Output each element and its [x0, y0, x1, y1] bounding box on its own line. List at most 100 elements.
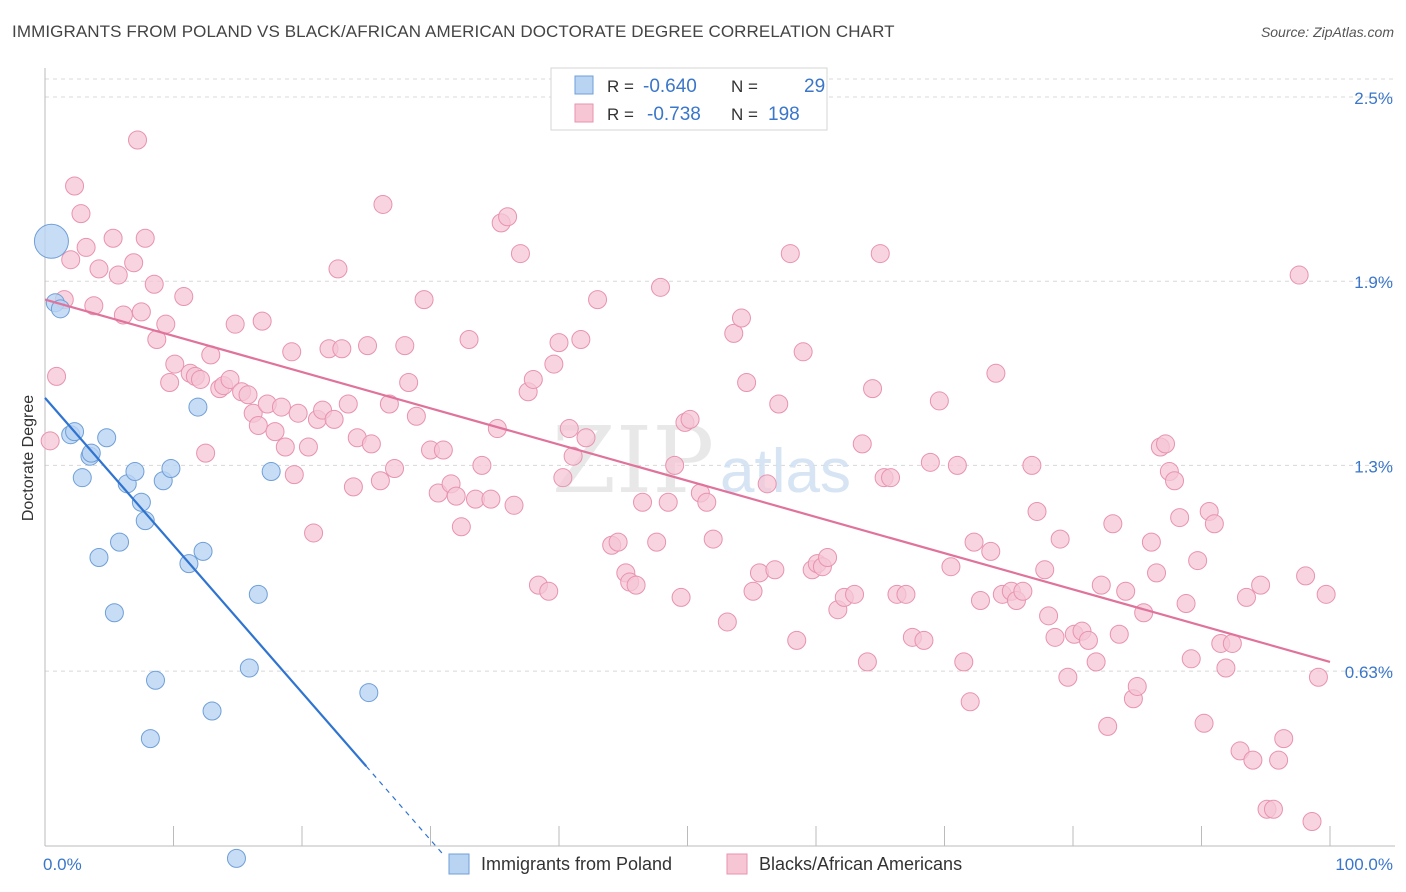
- data-point-black: [288, 403, 308, 423]
- data-point-black: [225, 314, 245, 334]
- data-point-black: [845, 584, 865, 604]
- axes: [44, 68, 1395, 847]
- data-point-black: [588, 290, 608, 310]
- data-point-black: [406, 406, 426, 426]
- data-point-black: [780, 244, 800, 264]
- data-point-black: [433, 440, 453, 460]
- data-point-poland: [359, 683, 379, 703]
- data-point-black: [1103, 514, 1123, 534]
- gridlines: [45, 78, 1395, 672]
- data-point-black: [576, 428, 596, 448]
- data-point-poland: [261, 462, 281, 482]
- data-point-poland: [226, 848, 246, 868]
- data-point-poland: [125, 462, 145, 482]
- data-point-poland: [193, 541, 213, 561]
- data-point-black: [787, 630, 807, 650]
- legend-swatch-black[interactable]: [726, 853, 748, 875]
- data-point-black: [284, 465, 304, 485]
- data-point-black: [1050, 529, 1070, 549]
- data-point-poland: [161, 458, 181, 478]
- data-point-black: [165, 354, 185, 374]
- data-point-black: [1091, 575, 1111, 595]
- data-point-black: [1243, 750, 1263, 770]
- data-point-black: [717, 612, 737, 632]
- data-point-black: [328, 259, 348, 279]
- data-point-black: [265, 422, 285, 442]
- data-point-black: [298, 437, 318, 457]
- data-point-black: [332, 339, 352, 359]
- y-tick-label: 1.9%: [1354, 273, 1393, 292]
- data-point-black: [1296, 566, 1316, 586]
- trend-lines: [44, 298, 1331, 856]
- data-point-black: [1251, 575, 1271, 595]
- data-point-black: [103, 228, 123, 248]
- data-point-black: [954, 652, 974, 672]
- data-point-poland: [33, 223, 69, 259]
- data-point-black: [190, 369, 210, 389]
- y-axis-title: Doctorate Degree: [20, 395, 37, 521]
- data-point-black: [282, 342, 302, 362]
- data-point-black: [324, 409, 344, 429]
- data-point-black: [941, 557, 961, 577]
- data-point-poland: [239, 658, 259, 678]
- chart-title: IMMIGRANTS FROM POLAND VS BLACK/AFRICAN …: [12, 22, 895, 41]
- data-point-black: [1027, 501, 1047, 521]
- data-point-black: [1274, 729, 1294, 749]
- data-point-black: [1141, 532, 1161, 552]
- data-point-black: [658, 492, 678, 512]
- data-point-black: [361, 434, 381, 454]
- stat-legend: R = -0.640 N = 29 R = -0.738 N = 198: [550, 67, 828, 131]
- data-point-black: [1236, 587, 1256, 607]
- data-point-black: [549, 333, 569, 353]
- data-point-black: [863, 379, 883, 399]
- data-point-black: [964, 532, 984, 552]
- source-note: Source: ZipAtlas.com: [1260, 24, 1394, 40]
- y-tick-label: 1.3%: [1354, 457, 1393, 476]
- data-point-black: [1170, 508, 1190, 528]
- data-point-black: [385, 458, 405, 478]
- data-point-black: [379, 394, 399, 414]
- data-point-black: [504, 495, 524, 515]
- legend-label-poland[interactable]: Immigrants from Poland: [481, 854, 672, 874]
- data-point-black: [248, 415, 268, 435]
- series-legend: Immigrants from Poland Blacks/African Am…: [448, 853, 962, 875]
- data-point-black: [793, 342, 813, 362]
- data-point-black: [338, 394, 358, 414]
- data-point-black: [196, 443, 216, 463]
- data-point-black: [757, 474, 777, 494]
- data-point-poland: [188, 397, 208, 417]
- data-point-black: [1204, 514, 1224, 534]
- data-point-poland: [104, 603, 124, 623]
- legend-swatch-poland[interactable]: [448, 853, 470, 875]
- data-point-black: [1194, 713, 1214, 733]
- data-point-black: [608, 532, 628, 552]
- data-point-black: [399, 373, 419, 393]
- stat-legend-n-value-black: 198: [768, 104, 800, 125]
- data-point-black: [1116, 581, 1136, 601]
- data-point-black: [40, 431, 60, 451]
- data-point-black: [1181, 649, 1201, 669]
- data-point-black: [144, 274, 164, 294]
- data-point-black: [1216, 658, 1236, 678]
- data-point-black: [395, 336, 415, 356]
- data-point-black: [1127, 676, 1147, 696]
- data-point-black: [1176, 594, 1196, 614]
- data-point-black: [108, 265, 128, 285]
- data-point-black: [89, 259, 109, 279]
- data-point-black: [220, 369, 240, 389]
- legend-label-black[interactable]: Blacks/African Americans: [759, 854, 962, 874]
- data-point-black: [1269, 750, 1289, 770]
- data-point-black: [647, 532, 667, 552]
- data-point-black: [559, 419, 579, 439]
- data-point-black: [563, 446, 583, 466]
- data-point-black: [373, 194, 393, 214]
- data-point-black: [1188, 551, 1208, 571]
- data-point-black: [651, 277, 671, 297]
- data-point-black: [703, 529, 723, 549]
- series-blacks-african-americans: [40, 130, 1336, 832]
- data-point-black: [539, 581, 559, 601]
- watermark-atlas: atlas: [720, 437, 851, 506]
- data-point-black: [960, 692, 980, 712]
- data-point-black: [135, 228, 155, 248]
